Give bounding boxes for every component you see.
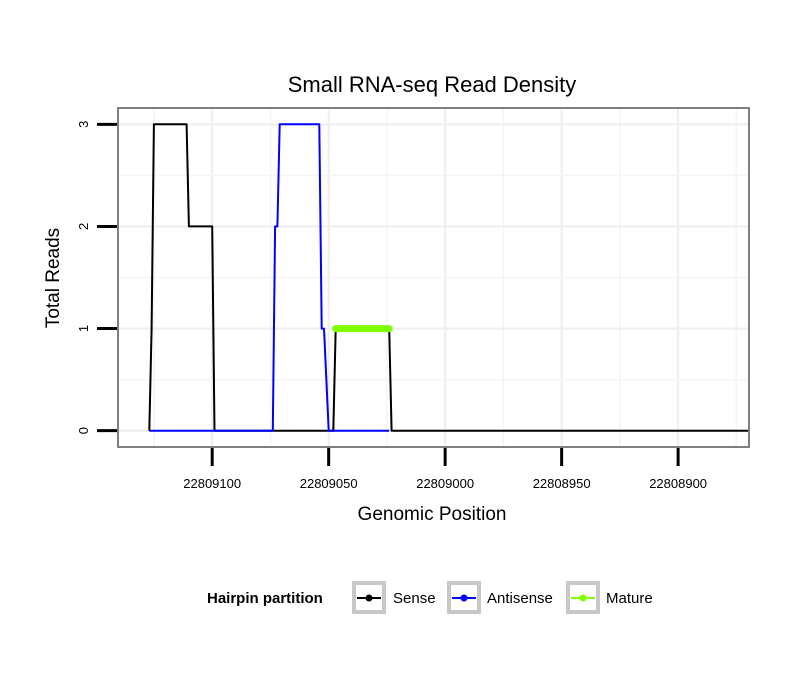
legend-key-point-mature xyxy=(579,594,587,602)
legend-title: Hairpin partition xyxy=(207,590,323,607)
legend: Hairpin partition Sense Antisense Mature xyxy=(207,581,653,614)
legend-label-antisense: Antisense xyxy=(487,590,553,607)
chart-title: Small RNA-seq Read Density xyxy=(288,72,577,97)
x-tick-label-4: 22808900 xyxy=(649,476,707,491)
legend-label-mature: Mature xyxy=(606,590,653,607)
y-tick-label-3: 3 xyxy=(76,121,91,128)
series-line-sense xyxy=(148,123,748,432)
legend-item-mature: Mature xyxy=(566,581,653,614)
x-tick-label-0: 22809100 xyxy=(183,476,241,491)
grid-lines xyxy=(119,109,748,446)
legend-item-antisense: Antisense xyxy=(447,581,553,614)
x-tick-label-1: 22809050 xyxy=(300,476,358,491)
y-tick-label-1: 1 xyxy=(76,325,91,332)
y-tick-label-2: 2 xyxy=(76,223,91,230)
x-axis-title: Genomic Position xyxy=(358,504,507,525)
y-axis-title: Total Reads xyxy=(43,228,64,328)
y-axis: 0 1 2 3 xyxy=(76,121,117,434)
y-tick-label-0: 0 xyxy=(76,427,91,434)
x-tick-label-3: 22808950 xyxy=(533,476,591,491)
legend-key-point-sense xyxy=(365,594,373,602)
x-tick-label-2: 22809000 xyxy=(416,476,474,491)
legend-item-sense: Sense xyxy=(352,581,436,614)
x-axis: 22809100 22809050 22809000 22808950 22808900 xyxy=(183,448,707,491)
legend-label-sense: Sense xyxy=(393,590,436,607)
series-line-antisense xyxy=(149,123,390,432)
legend-key-point-antisense xyxy=(460,594,468,602)
series-layer xyxy=(148,123,748,432)
